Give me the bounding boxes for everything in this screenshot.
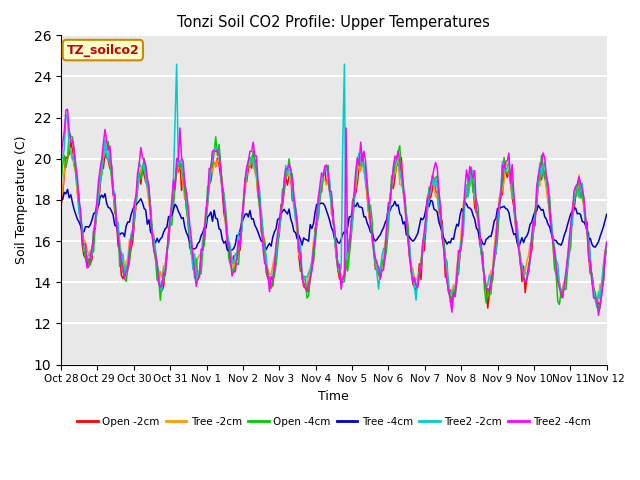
Tree -4cm [513,239,521,244]
Tree2 -4cm [65,128,73,133]
Open -4cm [65,129,73,135]
Tree2 -2cm [365,198,372,204]
Tree2 -4cm [505,150,513,156]
Tree2 -4cm [603,239,611,245]
Open -4cm [221,205,229,211]
Open -2cm [179,174,187,180]
Tree -2cm [64,156,72,161]
Legend: Open -2cm, Tree -2cm, Open -4cm, Tree -4cm, Tree2 -2cm, Tree2 -4cm: Open -2cm, Tree -2cm, Open -4cm, Tree -4… [73,413,595,431]
Tree2 -2cm [593,305,601,311]
X-axis label: Time: Time [319,390,349,403]
Line: Open -4cm: Open -4cm [61,132,607,308]
Line: Tree -2cm: Tree -2cm [61,148,607,301]
Open -2cm [64,156,72,162]
Tree2 -2cm [64,116,72,122]
Tree -2cm [603,249,611,255]
Open -2cm [57,204,65,209]
Tree2 -4cm [511,213,519,219]
Open -4cm [511,212,519,217]
Tree -2cm [57,204,65,210]
Open -2cm [603,246,611,252]
Y-axis label: Soil Temperature (C): Soil Temperature (C) [15,136,28,264]
Open -4cm [179,176,187,181]
Line: Open -2cm: Open -2cm [61,142,607,308]
Open -4cm [57,179,65,185]
Open -2cm [365,212,372,218]
Tree -4cm [179,215,187,220]
Tree -4cm [603,212,611,217]
Title: Tonzi Soil CO2 Profile: Upper Temperatures: Tonzi Soil CO2 Profile: Upper Temperatur… [177,15,490,30]
Open -2cm [484,305,492,311]
Line: Tree -4cm: Tree -4cm [61,189,607,251]
Tree -4cm [57,197,65,203]
Tree2 -2cm [603,245,611,251]
Tree2 -4cm [179,158,187,164]
Tree -4cm [367,229,374,235]
Tree -4cm [507,219,515,225]
Tree2 -4cm [221,214,229,219]
Tree -2cm [221,222,229,228]
Tree -4cm [65,195,73,201]
Tree -2cm [365,211,372,217]
Open -4cm [365,207,372,213]
Tree2 -4cm [365,199,372,204]
Tree2 -4cm [57,156,65,161]
Open -2cm [507,179,515,184]
Tree -2cm [179,184,187,190]
Open -2cm [67,139,75,144]
Open -4cm [596,305,604,311]
Tree2 -4cm [595,312,602,318]
Tree -2cm [447,299,454,304]
Line: Tree2 -4cm: Tree2 -4cm [61,109,607,315]
Open -4cm [603,241,611,247]
Tree -2cm [65,145,73,151]
Tree2 -2cm [179,169,187,175]
Tree -4cm [221,239,229,244]
Open -2cm [513,234,521,240]
Tree -4cm [64,186,72,192]
Open -4cm [64,156,72,162]
Tree2 -2cm [511,218,519,224]
Tree2 -4cm [64,107,72,112]
Tree -4cm [225,248,232,254]
Open -4cm [505,168,513,174]
Open -2cm [221,219,229,225]
Text: TZ_soilco2: TZ_soilco2 [67,44,140,57]
Line: Tree2 -2cm: Tree2 -2cm [61,64,607,308]
Tree -2cm [507,178,515,183]
Tree2 -2cm [221,216,229,222]
Tree2 -2cm [173,61,180,67]
Tree2 -2cm [57,156,65,162]
Tree2 -2cm [505,158,513,164]
Tree -2cm [513,232,521,238]
